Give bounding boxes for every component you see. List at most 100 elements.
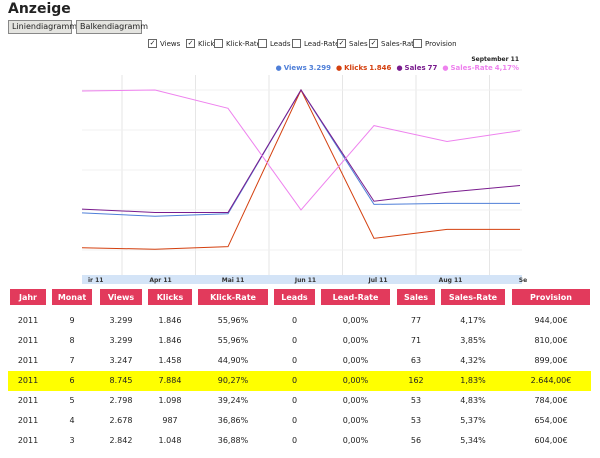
legend-value: 1.846	[369, 64, 392, 72]
table-cell: 2.644,00€	[530, 376, 572, 385]
table-cell: 1.048	[158, 436, 182, 445]
table-cell: 8	[69, 336, 75, 345]
legend-entry: ● Sales-Rate 4,17%	[442, 64, 519, 72]
table-cell: 0,00%	[342, 416, 369, 425]
table-cell: 9	[69, 316, 75, 325]
table-cell: 987	[162, 416, 178, 425]
checkbox-label: Klicks	[198, 39, 219, 48]
legend-name: Klicks	[344, 64, 368, 72]
table-cell: 36,86%	[217, 416, 249, 425]
table-cell: 1.846	[158, 336, 182, 345]
period: September 11	[471, 56, 519, 63]
table-cell: 4,32%	[460, 356, 486, 365]
table-cell: 0	[291, 396, 298, 405]
checkbox[interactable]: ✓ Klicks	[186, 39, 218, 48]
x-tick-label: Aug 11	[439, 277, 463, 284]
table-cell: 3.299	[109, 316, 133, 325]
table-cell: 8.745	[109, 376, 133, 385]
table-cell: 899,00€	[534, 356, 568, 365]
table-cell: 6	[69, 376, 75, 385]
checkbox-label: Provision	[425, 39, 457, 48]
column-header: Sales-Rate	[441, 289, 505, 305]
column-header: Provision	[512, 289, 590, 305]
table-cell: 0	[291, 316, 298, 325]
table-cell: 0,00%	[342, 356, 369, 365]
button[interactable]: Liniendiagramm	[8, 20, 77, 34]
table-cell: 71	[410, 336, 422, 345]
table-cell: 944,00€	[534, 316, 568, 325]
series-line	[81, 89, 521, 213]
x-tick-label: Jun 11	[294, 277, 316, 284]
table-cell: 63	[410, 356, 422, 365]
table-cell: 36,88%	[217, 436, 249, 445]
checkbox[interactable]: ✓ Sales	[337, 39, 368, 48]
table-cell: 0	[291, 336, 298, 345]
table-cell: 4,17%	[460, 316, 486, 325]
checkbox-box[interactable]: ✓	[186, 39, 195, 48]
table-cell: 7	[69, 356, 75, 365]
table-cell: 55,96%	[217, 316, 249, 325]
table-cell: 39,24%	[217, 396, 249, 405]
checkbox[interactable]: ✓ Sales-Rate	[369, 39, 418, 48]
checkbox-box[interactable]	[292, 39, 301, 48]
x-axis-band	[82, 275, 522, 284]
table-cell: 2011	[17, 396, 39, 405]
checkbox-label: Sales-Rate	[381, 39, 419, 48]
table-cell: 3,85%	[460, 336, 486, 345]
table-cell: 2011	[17, 416, 39, 425]
checkbox-box[interactable]: ✓	[337, 39, 346, 48]
table-cell: 2011	[17, 336, 39, 345]
x-tick-label: Se	[519, 277, 527, 284]
checkbox-label: Lead-Rate	[304, 39, 340, 48]
legend-dot: ●	[442, 64, 449, 72]
column-header: Views	[100, 289, 142, 305]
table-cell: 2011	[17, 376, 39, 385]
column-header: Klick-Rate	[198, 289, 268, 305]
legend-value: 77	[427, 64, 438, 72]
legend-entry: ● Views 3.299	[276, 64, 331, 72]
x-tick-label: ir 11	[88, 277, 103, 284]
legend-name: Sales	[404, 64, 426, 72]
checkbox[interactable]: Leads	[258, 39, 290, 48]
checkbox[interactable]: ✓ Views	[148, 39, 180, 48]
legend-entry: ● Klicks 1.846	[336, 64, 391, 72]
table-cell: 1.098	[158, 396, 182, 405]
checkbox[interactable]: Klick-Rate	[214, 39, 261, 48]
table-cell: 2011	[17, 356, 39, 365]
table-cell: 1.458	[158, 356, 182, 365]
button[interactable]: Balkendiagramm	[76, 20, 148, 34]
checkbox-box[interactable]: ✓	[148, 39, 157, 48]
checkbox[interactable]: Lead-Rate	[292, 39, 339, 48]
legend-name: Views	[283, 64, 307, 72]
table-cell: 55,96%	[217, 336, 249, 345]
checkbox-label: Sales	[349, 39, 368, 48]
checkbox-box[interactable]	[258, 39, 267, 48]
column-header: Lead-Rate	[321, 289, 390, 305]
row-highlight	[8, 371, 591, 391]
table-cell: 0	[291, 436, 298, 445]
column-header: Jahr	[10, 289, 46, 305]
table-cell: 4	[69, 416, 75, 425]
chart: ir 11 Apr 11 Mai 11 Jun 11 Jul 11 Aug 11 Se	[81, 75, 527, 284]
checkbox-label: Views	[160, 39, 181, 48]
table-cell: 0	[291, 416, 298, 425]
table-cell: 0	[291, 356, 298, 365]
table-cell: 0,00%	[342, 376, 369, 385]
table-cell: 3	[69, 436, 75, 445]
table-cell: 604,00€	[534, 436, 568, 445]
checkbox-box[interactable]: ✓	[369, 39, 378, 48]
checkbox-box[interactable]	[413, 39, 422, 48]
table-cell: 44,90%	[217, 356, 249, 365]
legend-entry: ● Sales 77	[396, 64, 437, 72]
series-line	[81, 89, 521, 211]
checkbox[interactable]: Provision	[413, 39, 457, 48]
table-cell: 784,00€	[534, 396, 568, 405]
plot-area	[82, 75, 522, 275]
table-cell: 1.846	[158, 316, 182, 325]
table-cell: 2.798	[109, 396, 133, 405]
table-cell: 162	[408, 376, 424, 385]
checkbox-box[interactable]	[214, 39, 223, 48]
legend-dot: ●	[335, 64, 343, 72]
table-cell: 0,00%	[342, 396, 369, 405]
legend: ● Views 3.299 ● Klicks 1.846 ● Sales 77 ● Sales-Ra…	[276, 64, 519, 72]
